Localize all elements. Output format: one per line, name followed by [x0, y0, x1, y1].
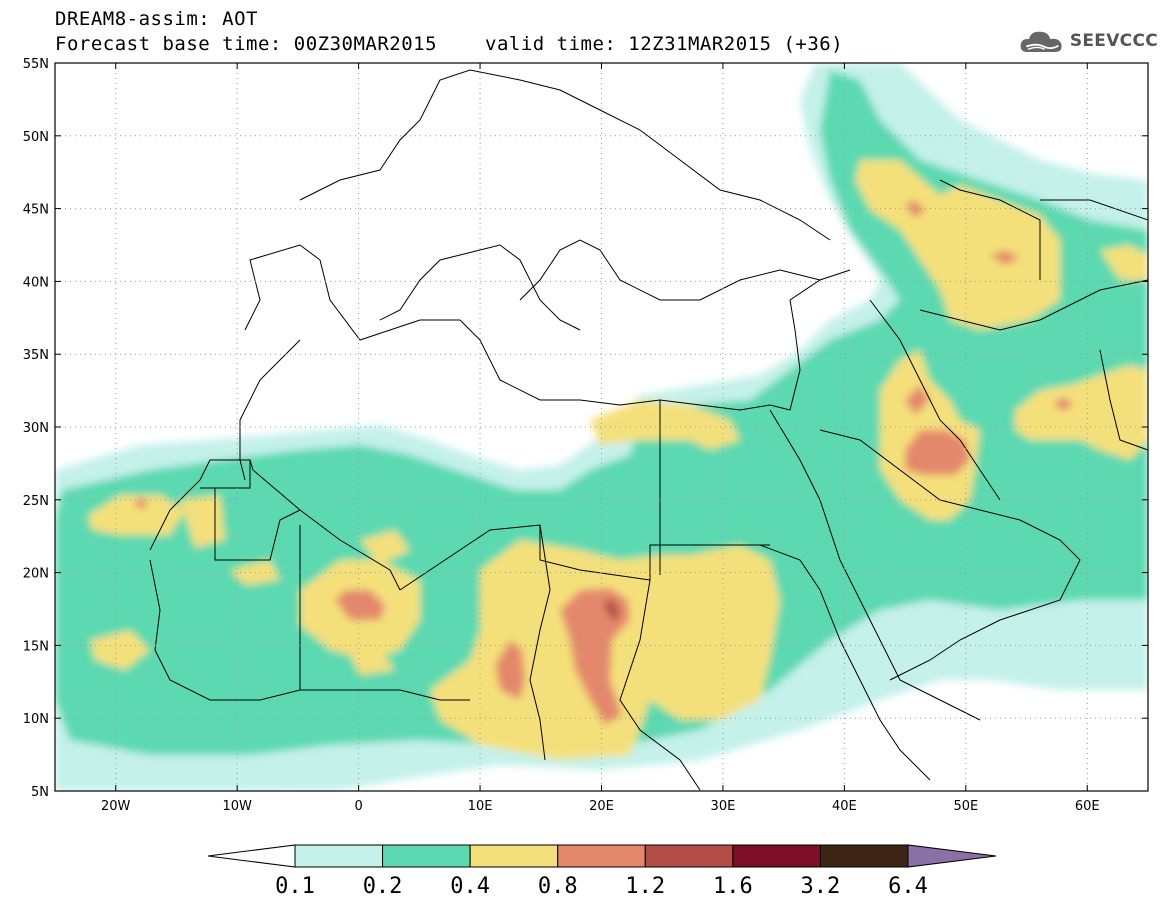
colorbar-label: 0.4 [450, 874, 490, 899]
y-tick-label: 40N [23, 275, 49, 290]
colorbar-label: 0.2 [363, 874, 403, 899]
y-tick-label: 15N [23, 639, 49, 654]
y-axis: 55N 50N 45N 40N 35N 30N 25N 20N 15N 10N 5N [23, 57, 1148, 800]
y-tick-label: 50N [23, 130, 49, 145]
x-tick-label: 60E [1075, 799, 1100, 814]
x-tick-label: 20W [101, 799, 131, 814]
y-tick-label: 5N [31, 785, 49, 800]
colorbar-label: 0.8 [538, 874, 578, 899]
colorbar-segment [469, 844, 559, 868]
x-tick-label: 40E [832, 799, 857, 814]
x-tick-label: 10E [468, 799, 493, 814]
y-tick-label: 20N [23, 567, 49, 582]
x-tick-label: 20E [589, 799, 614, 814]
colorbar-segment [819, 844, 909, 868]
colorbar-segment [732, 844, 821, 868]
colorbar-under-triangle [207, 844, 296, 868]
cloud-icon [1020, 31, 1062, 53]
colorbar-segment [382, 844, 471, 868]
y-tick-label: 45N [23, 203, 49, 218]
colorbar-label: 1.2 [625, 874, 665, 899]
colorbar-segment [557, 844, 646, 868]
x-axis: 20W 10W 0 10E 20E 30E 40E 50E 60E [101, 63, 1100, 814]
x-tick-label: 50E [953, 799, 978, 814]
colorbar-label: 6.4 [888, 874, 928, 899]
title-line-1: DREAM8-assim: AOT [55, 8, 258, 30]
valid-time: valid time: 12Z31MAR2015 (+36) [485, 33, 844, 55]
x-tick-label: 10W [222, 799, 252, 814]
colorbar-segment [644, 844, 734, 868]
colorbar-over-triangle [907, 844, 997, 868]
y-tick-label: 25N [23, 494, 49, 509]
seevccc-logo: SEEVCCC [1018, 24, 1158, 58]
colorbar-label: 0.1 [275, 874, 315, 899]
colorbar-segment [294, 844, 384, 868]
coastlines [149, 69, 1148, 791]
aot-contours [55, 63, 1148, 791]
y-tick-label: 10N [23, 712, 49, 727]
y-tick-label: 55N [23, 57, 49, 72]
y-tick-label: 30N [23, 421, 49, 436]
logo-text: SEEVCCC [1069, 31, 1158, 51]
x-tick-label: 0 [354, 799, 362, 814]
y-tick-label: 35N [23, 348, 49, 363]
title-line-2: Forecast base time: 00Z30MAR2015 [55, 33, 438, 55]
colorbar-label: 3.2 [801, 874, 841, 899]
map-grid [55, 63, 1148, 791]
colorbar-label: 1.6 [713, 874, 753, 899]
colorbar: 0.1 0.2 0.4 0.8 1.2 1.6 3.2 6.4 [207, 844, 997, 899]
x-tick-label: 30E [711, 799, 736, 814]
